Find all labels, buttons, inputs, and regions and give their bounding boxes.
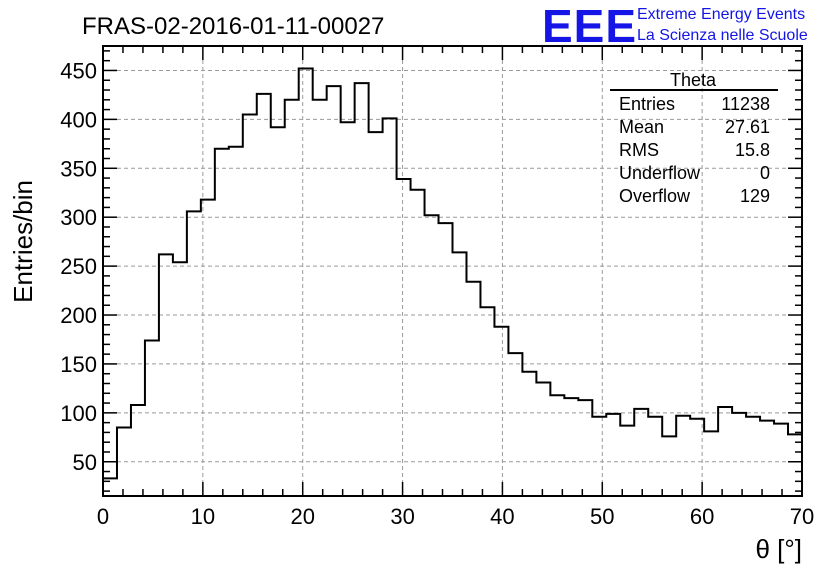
stats-title: Theta — [670, 70, 717, 90]
histogram-bin — [676, 416, 690, 496]
x-tick-label: 10 — [191, 504, 215, 529]
histogram-bin — [439, 223, 453, 496]
histogram-bin — [480, 307, 494, 496]
plot-frame — [102, 45, 803, 497]
histogram-bin — [788, 434, 802, 496]
stats-value-mean: 27.61 — [725, 117, 770, 137]
histogram-bin — [578, 400, 592, 496]
eee-logo: EEE — [542, 0, 637, 52]
y-tick-label: 350 — [60, 156, 97, 181]
histogram-bin — [187, 211, 201, 496]
axis-ticks — [102, 46, 803, 496]
histogram-bin — [760, 421, 774, 496]
stats-value-entries: 11238 — [721, 94, 770, 114]
histogram-bin — [606, 414, 620, 496]
histogram-bin — [494, 327, 508, 496]
stats-label-overflow: Overflow — [619, 186, 691, 206]
histogram-bin — [229, 147, 243, 496]
y-tick-label: 400 — [60, 107, 97, 132]
histogram-bin — [383, 118, 397, 496]
stats-value-overflow: 129 — [740, 186, 770, 206]
histogram-outline — [102, 67, 803, 496]
stats-label-underflow: Underflow — [619, 163, 701, 183]
histogram-bin — [592, 417, 606, 496]
histogram-bin — [355, 83, 369, 496]
histogram-bin — [550, 395, 564, 496]
y-tick-label: 200 — [60, 303, 97, 328]
histogram-bin — [215, 149, 229, 496]
y-tick-label: 300 — [60, 205, 97, 230]
x-tick-label: 50 — [590, 504, 614, 529]
histogram-bin — [299, 69, 313, 497]
histogram-bin — [159, 254, 173, 496]
y-tick-label: 50 — [73, 450, 97, 475]
histogram-bars — [103, 69, 802, 497]
x-tick-label: 30 — [390, 504, 414, 529]
stats-value-rms: 15.8 — [735, 140, 770, 160]
y-tick-label: 250 — [60, 254, 97, 279]
histogram-bin — [536, 383, 550, 496]
histogram-bin — [313, 100, 327, 496]
y-tick-labels: 50 100 150 200 250 300 350 400 450 — [60, 58, 97, 474]
histogram-bin — [327, 86, 341, 496]
histogram-bin — [369, 132, 383, 496]
histogram-bin — [662, 436, 676, 496]
histogram-bin — [746, 417, 760, 496]
stats-label-entries: Entries — [619, 94, 675, 114]
histogram-bin — [271, 127, 285, 496]
histogram-bin — [732, 413, 746, 496]
x-axis-title: θ [°] — [755, 534, 802, 564]
y-tick-label: 100 — [60, 401, 97, 426]
histogram-bin — [466, 282, 480, 496]
y-tick-label: 450 — [60, 58, 97, 83]
histogram-bin — [508, 353, 522, 496]
histogram-bin — [341, 122, 355, 496]
x-tick-label: 20 — [290, 504, 314, 529]
stats-value-underflow: 0 — [760, 163, 770, 183]
histogram-bin — [173, 262, 187, 496]
stats-label-rms: RMS — [619, 140, 659, 160]
x-tick-label: 60 — [690, 504, 714, 529]
histogram-bin — [522, 372, 536, 496]
x-tick-label: 0 — [97, 504, 109, 529]
logo-caption-2: La Scienza nelle Scuole — [637, 27, 808, 44]
y-tick-label: 150 — [60, 352, 97, 377]
histogram-bin — [131, 405, 145, 496]
histogram-bin — [397, 179, 411, 496]
histogram-bin — [243, 114, 257, 496]
histogram-bin — [634, 409, 648, 496]
histogram-bin — [718, 407, 732, 496]
logo-caption-1: Extreme Energy Events — [637, 6, 805, 23]
stats-label-mean: Mean — [619, 117, 664, 137]
histogram-bin — [285, 100, 299, 496]
histogram-bin — [648, 417, 662, 496]
grid — [103, 46, 802, 496]
histogram-bin — [704, 431, 718, 496]
x-tick-label: 40 — [490, 504, 514, 529]
histogram-bin — [425, 215, 439, 496]
x-tick-labels: 0 10 20 30 40 50 60 70 — [97, 504, 814, 529]
histogram-bin — [257, 94, 271, 496]
histogram-bin — [411, 190, 425, 496]
histogram-bin — [774, 424, 788, 496]
stats-box: Theta Entries 11238 Mean 27.61 RMS 15.8 … — [610, 70, 778, 206]
y-axis-title: Entries/bin — [8, 180, 38, 303]
x-tick-label: 70 — [790, 504, 814, 529]
histogram-bin — [453, 252, 467, 496]
histogram-bin — [620, 426, 634, 496]
chart-title: FRAS-02-2016-01-11-00027 — [82, 13, 384, 40]
